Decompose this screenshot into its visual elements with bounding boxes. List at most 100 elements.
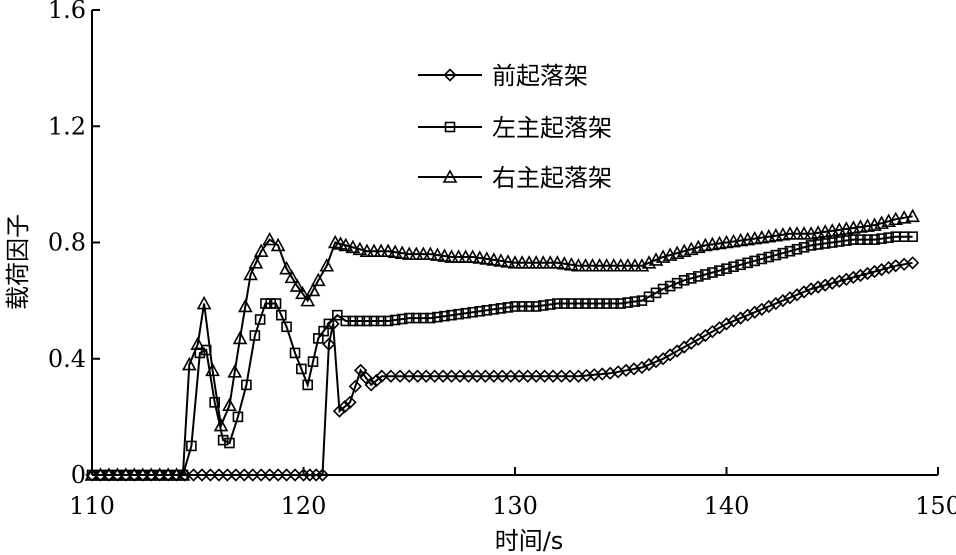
data-point-marker xyxy=(812,239,824,250)
data-point-marker xyxy=(500,254,516,268)
legend-label: 前起落架 xyxy=(492,62,588,90)
data-point-marker xyxy=(721,263,732,274)
data-point-marker xyxy=(393,369,407,383)
data-point-marker xyxy=(601,298,612,309)
data-point-marker xyxy=(516,301,528,312)
data-point-marker xyxy=(883,232,894,243)
data-point-marker xyxy=(791,243,803,255)
data-point-marker xyxy=(364,378,378,392)
data-point-marker xyxy=(862,234,873,245)
data-point-marker xyxy=(310,272,326,287)
x-tick-label: 150 xyxy=(915,492,956,520)
data-point-marker xyxy=(373,243,389,258)
data-point-marker xyxy=(275,309,287,321)
data-point-marker xyxy=(867,264,882,279)
data-point-marker xyxy=(143,467,159,481)
data-point-marker xyxy=(295,285,310,300)
data-point-marker xyxy=(418,312,429,324)
data-point-marker xyxy=(472,250,488,264)
data-point-marker xyxy=(509,301,521,312)
data-point-marker xyxy=(488,304,500,315)
data-point-marker xyxy=(430,247,445,261)
data-point-marker xyxy=(380,243,396,258)
data-point-marker xyxy=(190,336,206,351)
data-point-marker xyxy=(888,211,904,226)
data-point-marker xyxy=(410,312,422,324)
data-point-marker xyxy=(882,261,896,275)
data-point-marker xyxy=(423,246,438,260)
data-point-marker xyxy=(707,267,718,278)
data-point-marker xyxy=(853,268,868,283)
legend-item: 前起落架 xyxy=(418,62,588,90)
data-point-marker xyxy=(354,315,366,327)
data-point-marker xyxy=(196,295,212,310)
data-point-marker xyxy=(227,364,243,378)
data-point-marker xyxy=(93,467,108,481)
data-point-marker xyxy=(544,299,556,310)
data-point-marker xyxy=(305,282,321,297)
data-point-marker xyxy=(664,280,676,292)
data-point-marker xyxy=(557,256,572,270)
data-point-marker xyxy=(620,258,636,272)
data-point-marker xyxy=(559,298,570,309)
data-point-marker xyxy=(542,255,558,269)
data-point-marker xyxy=(841,235,852,246)
data-point-marker xyxy=(580,298,591,309)
data-point-marker xyxy=(387,244,403,258)
data-point-marker xyxy=(571,258,586,272)
data-point-marker xyxy=(700,269,711,280)
data-point-marker xyxy=(361,315,373,327)
data-point-marker xyxy=(876,233,887,244)
series-line xyxy=(92,235,913,476)
data-point-marker xyxy=(777,247,789,259)
data-point-marker xyxy=(507,255,523,269)
data-point-marker xyxy=(535,255,551,269)
data-point-marker xyxy=(338,237,354,252)
data-point-marker xyxy=(833,236,845,247)
data-point-marker xyxy=(237,298,253,313)
data-point-marker xyxy=(521,255,537,269)
data-point-marker xyxy=(848,234,859,245)
data-point-marker xyxy=(453,308,464,320)
data-point-marker xyxy=(728,261,739,273)
data-point-marker xyxy=(860,266,875,281)
data-point-marker xyxy=(270,298,282,309)
data-point-marker xyxy=(270,237,286,252)
data-point-marker xyxy=(749,255,761,267)
data-point-marker xyxy=(408,246,424,260)
data-point-marker xyxy=(118,467,134,481)
legend-marker xyxy=(442,169,458,183)
data-point-marker xyxy=(587,298,598,309)
data-point-marker xyxy=(232,411,244,423)
data-point-marker xyxy=(585,258,600,272)
data-point-marker xyxy=(735,259,746,271)
data-point-marker xyxy=(296,363,307,375)
data-point-marker xyxy=(382,315,394,327)
data-point-marker xyxy=(369,373,384,388)
legend-label: 右主起落架 xyxy=(492,164,612,192)
data-point-marker xyxy=(493,253,509,267)
data-point-marker xyxy=(692,271,704,282)
data-point-marker xyxy=(528,255,544,269)
data-point-marker xyxy=(175,467,191,481)
data-point-marker xyxy=(874,262,889,277)
legend-label: 左主起落架 xyxy=(492,114,612,142)
data-point-marker xyxy=(486,252,502,266)
data-point-marker xyxy=(784,245,796,257)
x-tick-label: 120 xyxy=(281,492,327,520)
data-point-marker xyxy=(606,258,622,272)
data-point-marker xyxy=(627,258,643,272)
y-tick-label: 0.4 xyxy=(48,345,86,373)
data-point-marker xyxy=(348,379,362,393)
data-point-marker xyxy=(763,251,775,263)
data-point-marker xyxy=(742,257,753,269)
data-point-marker xyxy=(437,248,452,262)
data-point-marker xyxy=(564,257,579,271)
data-point-marker xyxy=(592,258,607,272)
data-point-marker xyxy=(416,246,431,260)
plot-area xyxy=(84,208,920,482)
x-tick-label: 130 xyxy=(492,492,538,520)
data-point-marker xyxy=(855,234,866,245)
data-point-marker xyxy=(262,231,278,246)
data-point-marker xyxy=(366,243,382,258)
